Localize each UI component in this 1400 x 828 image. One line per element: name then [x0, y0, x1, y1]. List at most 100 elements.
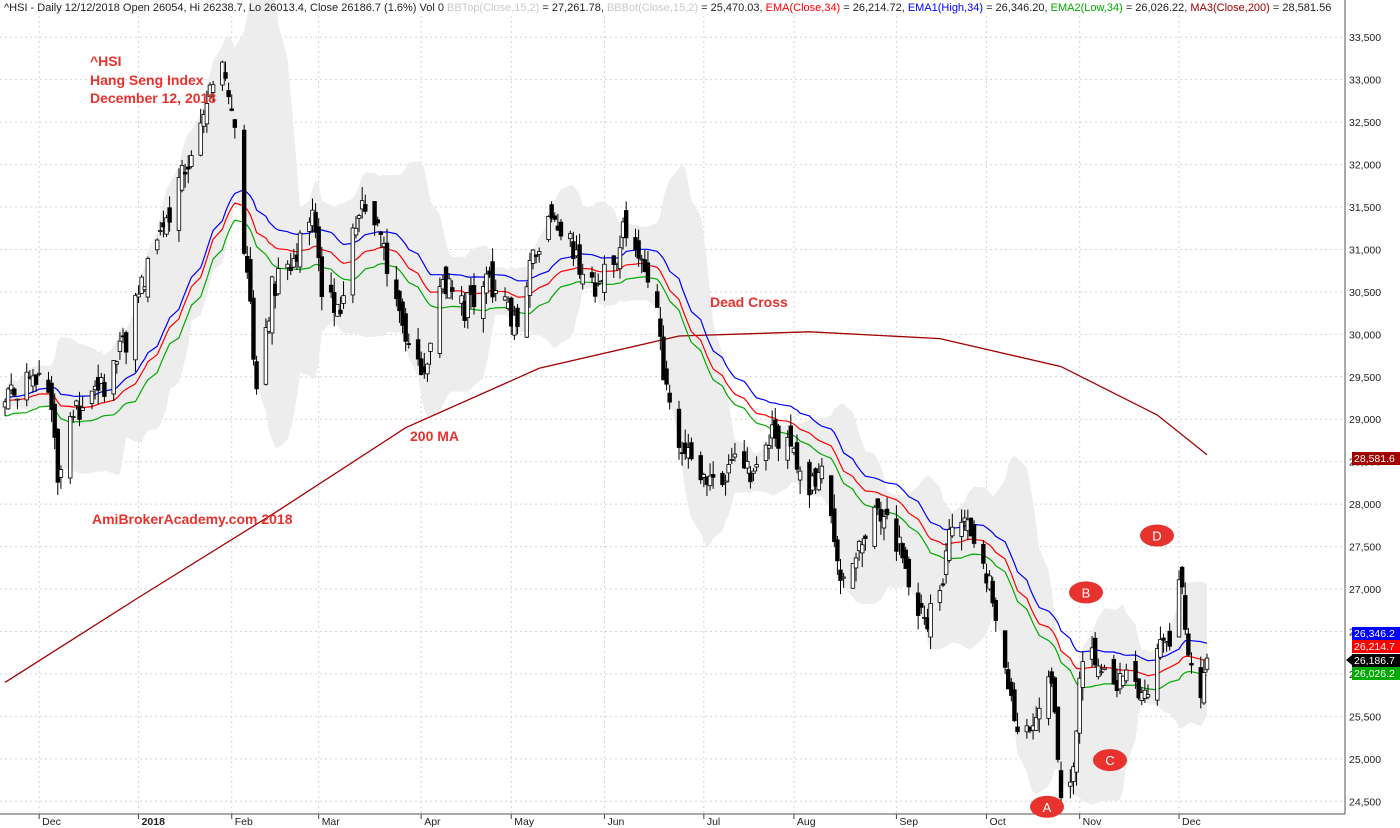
candle-body: [742, 451, 747, 469]
x-tick-label: Apr: [424, 816, 441, 828]
y-tick-label: 32,000: [1349, 160, 1381, 172]
candle-body: [558, 221, 564, 237]
candle-body: [1176, 579, 1182, 638]
candle-body: [950, 526, 955, 537]
candle-body: [99, 377, 104, 384]
y-tick-label: 30,000: [1349, 329, 1381, 341]
candle-body: [288, 266, 293, 271]
candle-body: [1071, 766, 1076, 782]
candle-body: [450, 287, 455, 293]
candle-body: [701, 473, 707, 478]
header-ma3-value: = 28,581.56: [1270, 2, 1331, 14]
candle-body: [636, 240, 641, 259]
title-date: December 12, 2018: [90, 90, 216, 106]
candle-body: [68, 416, 73, 479]
candle-body: [816, 472, 821, 491]
candle-body: [232, 119, 238, 128]
candle-body: [981, 543, 986, 564]
marker-a-label: A: [1043, 800, 1052, 815]
candle-body: [655, 291, 660, 308]
candle-body: [835, 539, 840, 562]
bollinger-band-fill: [5, 0, 1207, 805]
bollinger-band: [5, 0, 1207, 805]
candle-body: [754, 464, 759, 468]
price-tag-box: [1352, 667, 1400, 680]
candle-body: [182, 171, 188, 175]
candle-body: [940, 583, 946, 586]
y-tick-label: 25,000: [1349, 754, 1381, 766]
price-tag-label: 28,581.6: [1354, 453, 1395, 465]
candle-body: [55, 428, 61, 483]
candle-body: [164, 217, 169, 235]
candle-body: [490, 261, 495, 298]
marker-c-label: C: [1105, 753, 1114, 768]
y-tick-label: 32,500: [1349, 117, 1381, 129]
y-tick-label: 24,500: [1349, 796, 1381, 808]
candle-body: [158, 230, 163, 232]
candle-body: [459, 295, 464, 304]
candle-body: [1012, 689, 1017, 722]
candle-body: [832, 508, 837, 543]
candle-body: [689, 442, 694, 460]
candle-body: [937, 590, 943, 603]
candle-body: [676, 408, 682, 448]
y-tick-label: 33,500: [1349, 32, 1381, 44]
candle-body: [1167, 630, 1172, 647]
candle-body: [841, 576, 846, 579]
candle-body: [589, 272, 595, 278]
marker-a-badge: [1030, 795, 1064, 818]
candle-body: [745, 461, 750, 469]
marker-b-label: B: [1082, 585, 1091, 600]
candle-body: [1136, 678, 1141, 699]
y-tick-label: 27,500: [1349, 542, 1381, 554]
candle-body: [1133, 660, 1138, 682]
x-tick-label: Jul: [707, 816, 720, 828]
candle-body: [1033, 717, 1039, 731]
candle-body: [959, 521, 964, 537]
candle-body: [397, 290, 402, 312]
header-bbbot-label: BBBot(Close,15,2): [607, 2, 698, 14]
candle-body: [1052, 677, 1058, 713]
candle-body: [291, 257, 297, 268]
candle-body: [176, 177, 182, 231]
candle-body: [117, 340, 123, 352]
price-tag-label: 26,346.2: [1354, 628, 1395, 640]
candle-body: [766, 445, 772, 449]
candle-body: [894, 518, 899, 552]
candle-body: [710, 474, 716, 478]
candle-body: [884, 508, 890, 516]
candle-body: [204, 103, 210, 125]
dead-cross-label: Dead Cross: [710, 294, 788, 310]
candle-body: [375, 219, 380, 224]
price-tags: 28,581.6 26,346.226,214.7 26,186.726,026.2: [1346, 452, 1400, 680]
title-name: Hang Seng Index: [90, 72, 204, 88]
candle-body: [145, 257, 151, 298]
candle-body: [350, 227, 356, 296]
candle-body: [751, 470, 756, 474]
candle-body: [546, 216, 551, 240]
candle-body: [776, 425, 781, 449]
candle-body: [788, 425, 794, 447]
candle-body: [198, 122, 203, 156]
candle-body: [71, 416, 76, 418]
candle-body: [415, 339, 421, 360]
header-ohlc: ^HSI - Daily 12/12/2018 Open 26054, Hi 2…: [4, 2, 447, 14]
y-tick-label: 31,000: [1349, 244, 1381, 256]
candle-body: [114, 361, 120, 365]
candle-body: [549, 204, 554, 219]
candles: [2, 60, 1210, 805]
candle-body: [723, 480, 728, 483]
x-tick-label: Dec: [1182, 816, 1201, 828]
ema-high-line: [4, 188, 1208, 662]
candle-body: [341, 295, 346, 304]
price-tag-box: [1352, 640, 1400, 653]
candle-body: [1201, 672, 1207, 704]
x-tick-label: 2018: [142, 816, 166, 828]
candle-body: [1204, 657, 1210, 670]
candle-body: [307, 221, 312, 232]
candle-body: [552, 215, 557, 220]
chart-header: ^HSI - Daily 12/12/2018 Open 26054, Hi 2…: [4, 2, 1331, 14]
candle-body: [49, 382, 54, 410]
candle-body: [111, 360, 116, 395]
